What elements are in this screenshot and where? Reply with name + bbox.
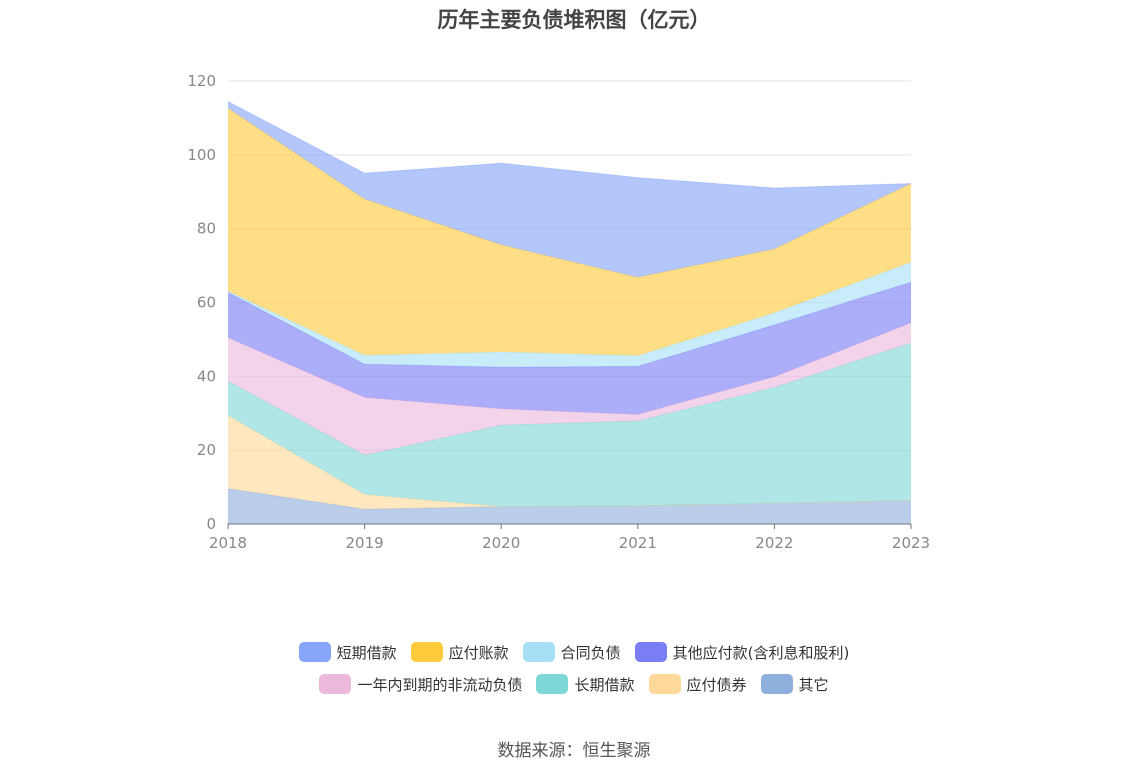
- area-一年内到期的非流动负债[interactable]: [228, 322, 911, 456]
- legend-swatch: [298, 642, 331, 662]
- legend-item-other[interactable]: 其它: [760, 674, 829, 695]
- legend-label: 应付账款: [448, 643, 509, 662]
- area-长期借款[interactable]: [228, 343, 911, 507]
- legend-label: 短期借款: [336, 643, 397, 662]
- x-tick-label: 2022: [755, 534, 793, 552]
- y-tick-label: 120: [187, 72, 216, 90]
- area-edge-短期借款: [227, 101, 912, 189]
- area-合同负债[interactable]: [228, 262, 911, 368]
- legend-label: 其他应付款(含利息和股利): [672, 643, 850, 662]
- legend-row-1: 短期借款 应付账款 合同负债 其他应付款(含利息和股利): [0, 636, 1148, 668]
- legend-item-long-term-loan[interactable]: 长期借款: [536, 674, 635, 695]
- legend-swatch: [319, 674, 352, 694]
- legend-row-2: 一年内到期的非流动负债 长期借款 应付债券 其它: [0, 668, 1148, 700]
- area-短期借款[interactable]: [228, 101, 911, 278]
- legend-swatch: [634, 642, 667, 662]
- x-tick-label: 2020: [482, 534, 520, 552]
- legend-label: 其它: [798, 675, 829, 694]
- y-tick-label: 80: [197, 220, 216, 238]
- legend-label: 长期借款: [574, 675, 635, 694]
- y-tick-label: 40: [197, 367, 216, 385]
- x-tick-label: 2021: [619, 534, 657, 552]
- legend-item-contract-liabilities[interactable]: 合同负债: [522, 642, 621, 663]
- legend-swatch: [760, 674, 793, 694]
- stacked-area-chart: 0 20 40 60 80 100 120 2018 2019 2020 2021 2022 2023: [187, 72, 930, 552]
- x-tick-label: 2019: [346, 534, 384, 552]
- legend-item-accounts-payable[interactable]: 应付账款: [410, 642, 509, 663]
- y-tick-label: 0: [206, 515, 216, 533]
- legend-swatch: [410, 642, 443, 662]
- legend-label: 合同负债: [560, 643, 621, 662]
- legend-label: 一年内到期的非流动负债: [357, 675, 523, 694]
- y-tick-label: 20: [197, 441, 216, 459]
- legend-label: 应付债券: [686, 675, 747, 694]
- y-tick-label: 60: [197, 294, 216, 312]
- legend-swatch: [522, 642, 555, 662]
- source-note: 数据来源：恒生聚源: [497, 741, 651, 761]
- x-tick-label: 2023: [892, 534, 930, 552]
- legend-item-other-payables[interactable]: 其他应付款(含利息和股利): [634, 642, 850, 663]
- y-tick-label: 100: [187, 146, 216, 164]
- legend-item-bonds-payable[interactable]: 应付债券: [648, 674, 747, 695]
- legend-swatch: [648, 674, 681, 694]
- legend-item-current-noncurrent[interactable]: 一年内到期的非流动负债: [319, 674, 522, 695]
- legend: 短期借款 应付账款 合同负债 其他应付款(含利息和股利) 一年内到期的非流动负债…: [0, 636, 1148, 700]
- x-tick-label: 2018: [209, 534, 247, 552]
- area-其他应付款(含利息和股利)[interactable]: [228, 282, 911, 415]
- legend-item-short-term-loan[interactable]: 短期借款: [298, 642, 397, 663]
- area-应付账款[interactable]: [228, 108, 911, 356]
- legend-swatch: [536, 674, 569, 694]
- chart-title: 历年主要负债堆积图（亿元）: [437, 8, 711, 32]
